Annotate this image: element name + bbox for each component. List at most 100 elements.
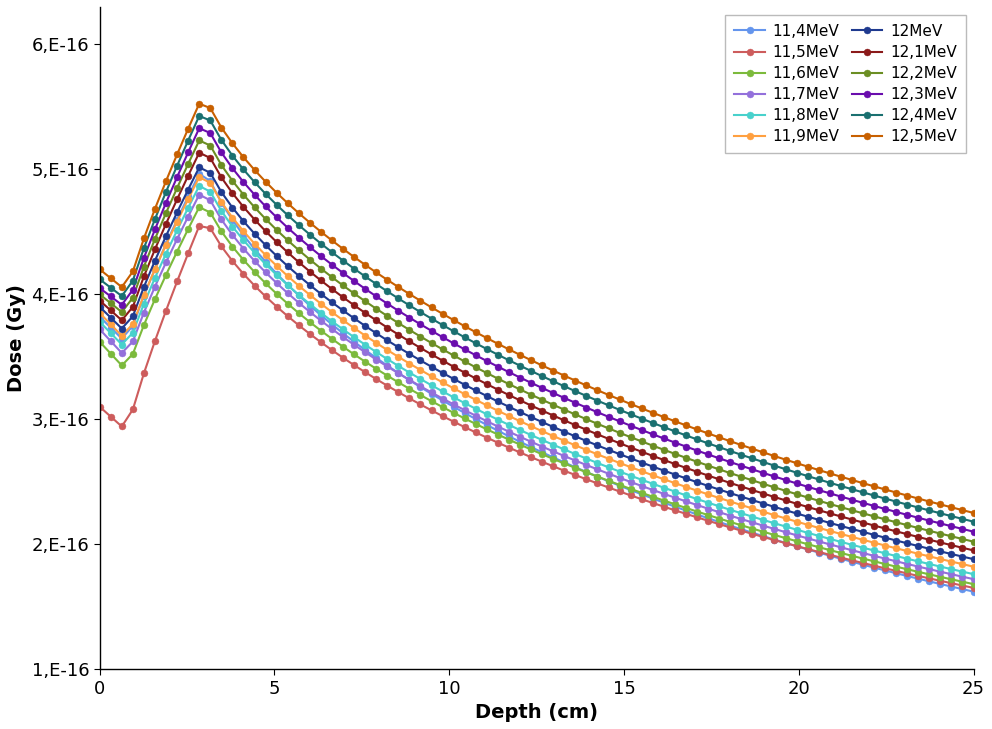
Line: 12,4MeV: 12,4MeV: [96, 112, 977, 525]
11,4MeV: [669, 502, 681, 511]
11,4MeV: [625, 486, 637, 494]
12MeV: [879, 534, 891, 542]
11,8MeV: [625, 472, 637, 480]
Line: 11,7MeV: 11,7MeV: [96, 191, 977, 582]
12,4MeV: [636, 414, 648, 423]
12,1MeV: [636, 448, 648, 456]
Line: 12MeV: 12MeV: [96, 164, 977, 563]
12,1MeV: [967, 546, 979, 555]
12,3MeV: [879, 504, 891, 513]
11,5MeV: [193, 222, 205, 230]
12,3MeV: [669, 438, 681, 447]
12MeV: [625, 454, 637, 463]
12,2MeV: [492, 374, 504, 383]
12,4MeV: [702, 439, 714, 448]
12,1MeV: [93, 296, 105, 305]
11,5MeV: [93, 402, 105, 411]
11,6MeV: [625, 485, 637, 494]
12,2MeV: [879, 515, 891, 523]
Line: 11,5MeV: 11,5MeV: [96, 222, 977, 591]
11,6MeV: [636, 488, 648, 497]
11,7MeV: [967, 574, 979, 583]
12,4MeV: [879, 494, 891, 503]
11,4MeV: [702, 514, 714, 523]
11,9MeV: [193, 173, 205, 182]
11,5MeV: [669, 506, 681, 515]
11,6MeV: [967, 580, 979, 588]
Line: 11,9MeV: 11,9MeV: [96, 174, 977, 570]
11,7MeV: [669, 494, 681, 502]
11,8MeV: [879, 549, 891, 558]
12,3MeV: [492, 362, 504, 371]
12,2MeV: [625, 433, 637, 442]
12,3MeV: [636, 426, 648, 434]
11,9MeV: [702, 490, 714, 499]
11,5MeV: [636, 495, 648, 504]
11,4MeV: [193, 169, 205, 178]
11,9MeV: [636, 467, 648, 475]
11,8MeV: [636, 475, 648, 484]
12,2MeV: [636, 437, 648, 446]
12,5MeV: [702, 429, 714, 438]
12,5MeV: [669, 417, 681, 426]
11,8MeV: [967, 570, 979, 579]
11,7MeV: [636, 482, 648, 491]
12,3MeV: [967, 527, 979, 536]
12,5MeV: [93, 265, 105, 273]
Line: 11,6MeV: 11,6MeV: [96, 203, 977, 588]
11,5MeV: [492, 438, 504, 447]
11,4MeV: [93, 313, 105, 321]
11,4MeV: [492, 426, 504, 435]
Line: 12,3MeV: 12,3MeV: [96, 125, 977, 535]
11,5MeV: [879, 564, 891, 573]
12MeV: [669, 470, 681, 479]
Line: 11,4MeV: 11,4MeV: [96, 171, 977, 595]
11,7MeV: [492, 422, 504, 431]
Y-axis label: Dose (Gy): Dose (Gy): [7, 284, 26, 392]
Line: 11,8MeV: 11,8MeV: [96, 182, 977, 577]
12,3MeV: [625, 421, 637, 430]
11,9MeV: [93, 308, 105, 317]
12,2MeV: [669, 450, 681, 459]
12,1MeV: [702, 471, 714, 480]
11,7MeV: [702, 504, 714, 513]
12,1MeV: [193, 148, 205, 157]
12,3MeV: [702, 450, 714, 459]
12,4MeV: [967, 518, 979, 526]
12,5MeV: [967, 509, 979, 518]
11,4MeV: [636, 490, 648, 499]
12MeV: [193, 163, 205, 172]
12MeV: [967, 555, 979, 564]
12,4MeV: [193, 112, 205, 120]
Line: 12,2MeV: 12,2MeV: [96, 137, 977, 545]
11,8MeV: [492, 416, 504, 424]
12MeV: [702, 481, 714, 490]
12,4MeV: [492, 351, 504, 359]
11,4MeV: [879, 566, 891, 574]
11,4MeV: [967, 588, 979, 596]
12,5MeV: [879, 485, 891, 494]
12,2MeV: [93, 290, 105, 299]
11,9MeV: [879, 541, 891, 550]
11,8MeV: [93, 317, 105, 326]
12,5MeV: [636, 404, 648, 413]
X-axis label: Depth (cm): Depth (cm): [475, 703, 598, 722]
12MeV: [636, 458, 648, 467]
11,6MeV: [492, 430, 504, 439]
12,2MeV: [702, 461, 714, 470]
12MeV: [93, 303, 105, 311]
12,1MeV: [669, 459, 681, 468]
11,6MeV: [702, 511, 714, 520]
11,6MeV: [669, 500, 681, 509]
11,5MeV: [702, 516, 714, 525]
11,9MeV: [967, 562, 979, 571]
Legend: 11,4MeV, 11,5MeV, 11,6MeV, 11,7MeV, 11,8MeV, 11,9MeV, 12MeV, 12,1MeV, 12,2MeV, 1: 11,4MeV, 11,5MeV, 11,6MeV, 11,7MeV, 11,8…: [725, 15, 966, 154]
11,8MeV: [669, 487, 681, 496]
12,2MeV: [193, 136, 205, 145]
12,5MeV: [625, 399, 637, 408]
11,8MeV: [193, 182, 205, 190]
11,5MeV: [967, 583, 979, 592]
11,9MeV: [625, 463, 637, 472]
Line: 12,5MeV: 12,5MeV: [96, 100, 977, 516]
11,9MeV: [669, 479, 681, 488]
